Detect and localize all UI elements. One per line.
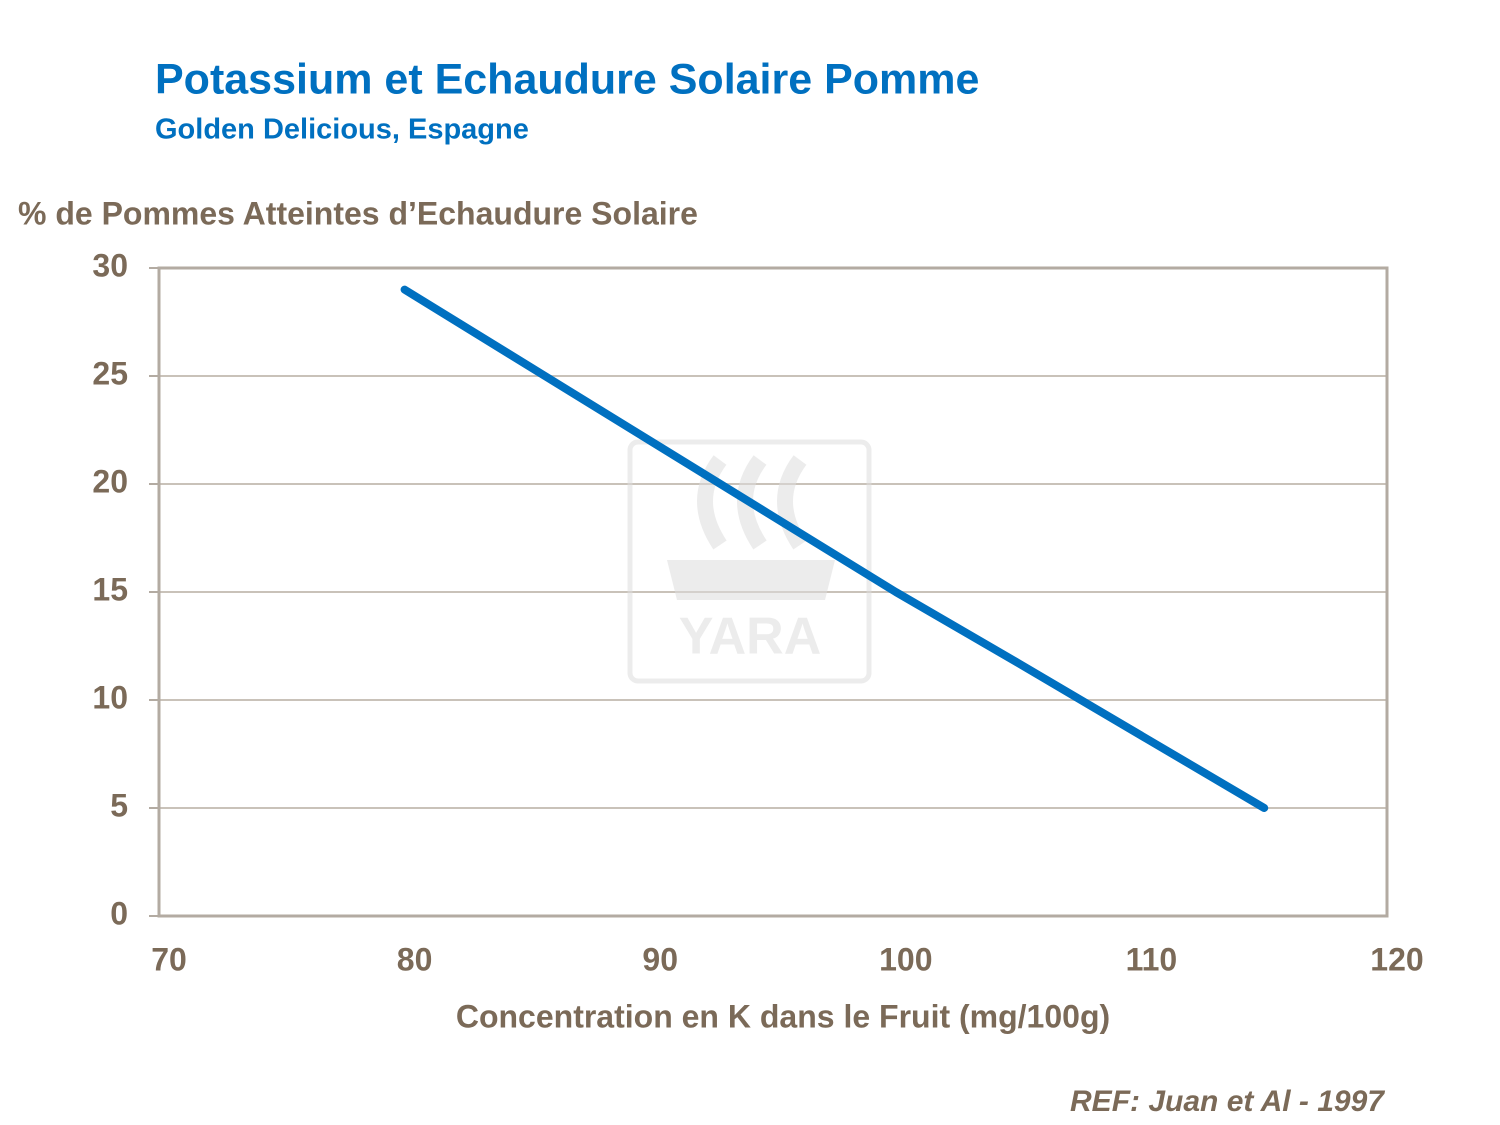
x-tick-label: 120 <box>1370 941 1423 977</box>
y-tick-label: 5 <box>110 787 128 823</box>
y-tick-label: 25 <box>92 355 128 391</box>
x-tick-label: 110 <box>1126 941 1178 977</box>
chart-subtitle: Golden Delicious, Espagne <box>155 114 529 146</box>
y-tick-label: 0 <box>110 895 128 931</box>
data-line <box>400 285 1269 812</box>
reference: REF: Juan et Al - 1997 <box>1070 1085 1385 1118</box>
x-tick-label: 100 <box>879 941 932 977</box>
y-tick-label: 20 <box>92 463 128 499</box>
x-tick-label: 90 <box>642 941 678 977</box>
x-tick-label: 80 <box>397 941 433 977</box>
y-tick-label: 30 <box>92 247 128 283</box>
x-axis-label: Concentration en K dans le Fruit (mg/100… <box>456 998 1110 1034</box>
watermark-logo: YARA <box>627 439 872 684</box>
watermark: YARA <box>679 608 822 666</box>
logo-boat <box>667 560 835 600</box>
y-axis-label: % de Pommes Atteintes d’Echaudure Solair… <box>18 195 698 231</box>
x-tick-label: 70 <box>151 941 187 977</box>
chart-title: Potassium et Echaudure Solaire Pomme <box>155 55 979 103</box>
y-tick-label: 10 <box>92 679 128 715</box>
y-tick-label: 15 <box>92 571 128 607</box>
logo-frame <box>627 439 872 684</box>
